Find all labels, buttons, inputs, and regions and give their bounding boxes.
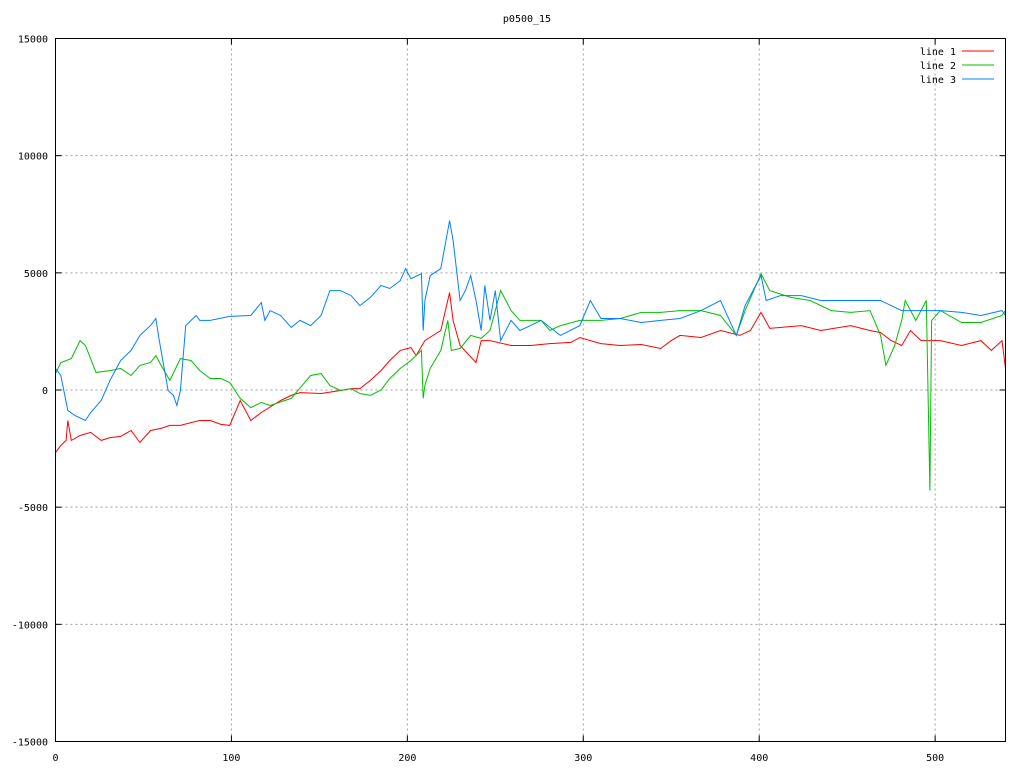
chart-title: p0500_15 [503,14,551,25]
y-tick-label: -15000 [12,738,48,749]
legend-label: line 3 [920,75,956,86]
series-line-2 [55,272,1006,491]
plot-frame [55,38,1006,742]
x-tick-label: 400 [750,753,768,764]
series-line-3 [55,220,1006,422]
y-tick-label: 15000 [18,35,48,46]
y-tick-label: -10000 [12,620,48,631]
y-tick-label: 10000 [18,152,48,163]
x-tick-label: 100 [222,753,240,764]
y-tick-label: -5000 [18,503,48,514]
legend-label: line 1 [920,47,956,58]
legend-label: line 2 [920,61,956,72]
legend: line 1 line 2 line 3 [920,47,994,86]
x-tick-label: 300 [574,753,592,764]
y-tick-label: 0 [42,386,48,397]
series-line-1 [55,292,1006,453]
axis-ticks: 0 100 200 300 400 500 15000 10000 5000 0 -5000 -100… [12,35,1006,764]
series-group [55,220,1006,491]
y-tick-label: 5000 [24,269,48,280]
x-tick-label: 500 [926,753,944,764]
grid [55,38,1006,742]
x-tick-label: 200 [398,753,416,764]
x-tick-label: 0 [52,753,58,764]
